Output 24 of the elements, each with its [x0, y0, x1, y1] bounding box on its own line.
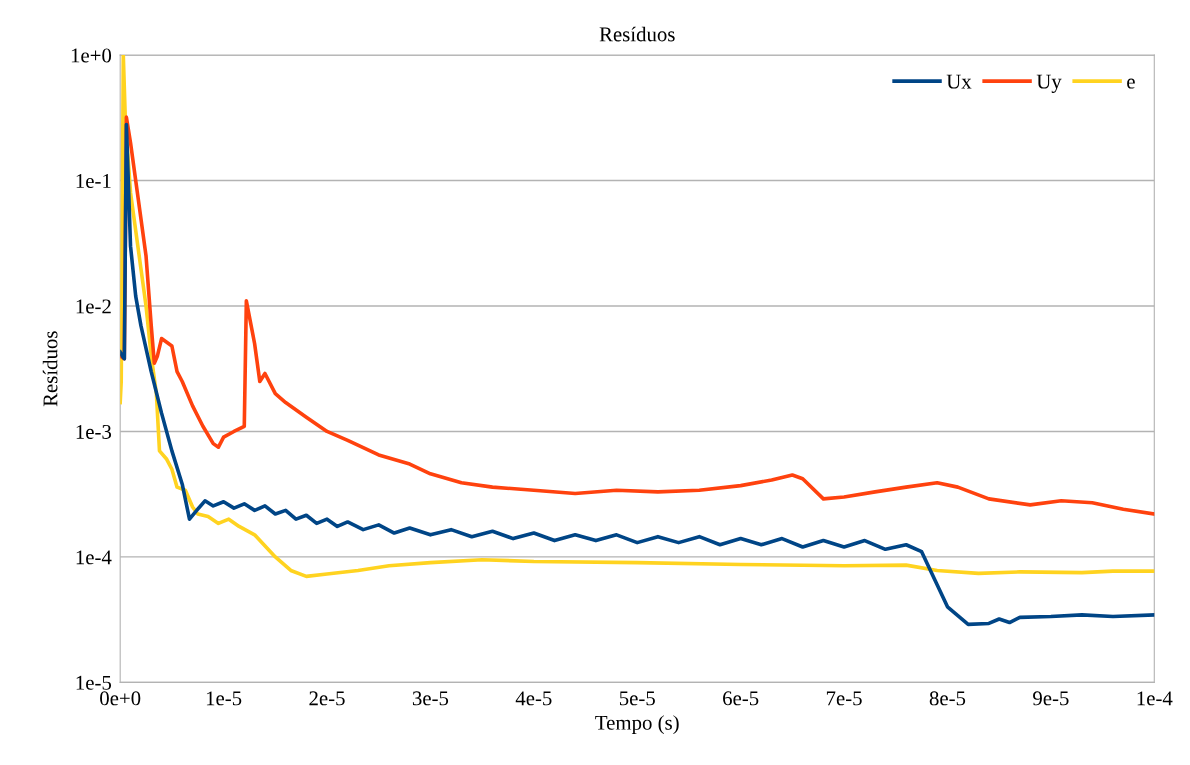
- y-tick-label: 1e-2: [76, 299, 111, 314]
- x-tick-label: 6e-5: [723, 691, 759, 706]
- line-series: [120, 122, 1155, 627]
- x-tick-label: 1e-5: [206, 691, 242, 706]
- y-tick-label: 1e-4: [76, 550, 112, 565]
- x-tick-label: 3e-5: [412, 691, 449, 706]
- x-tick-label: 1e-4: [1137, 691, 1173, 706]
- y-tick-label: 1e+0: [71, 48, 112, 63]
- x-tick-label: 5e-5: [619, 691, 655, 706]
- y-tick-label: 1e-5: [76, 675, 112, 690]
- x-tick-label: 4e-5: [515, 691, 552, 706]
- x-tick-label: 9e-5: [1033, 691, 1069, 706]
- y-tick-label: 1e-1: [76, 174, 111, 188]
- x-tick-label: 2e-5: [309, 691, 345, 706]
- x-axis-title: Tempo (s): [595, 715, 679, 735]
- y-tick-label: 1e-3: [76, 424, 112, 439]
- chart-title: Resíduos: [599, 26, 675, 42]
- legend-label: Ux: [946, 74, 972, 89]
- x-tick-label: 7e-5: [826, 691, 862, 706]
- x-tick-label: 8e-5: [929, 691, 966, 706]
- legend-label: Uy: [1036, 74, 1062, 93]
- y-axis-title: Resíduos: [42, 331, 58, 407]
- legend-label: e: [1127, 78, 1135, 89]
- x-tick-label: 0e+0: [100, 691, 141, 706]
